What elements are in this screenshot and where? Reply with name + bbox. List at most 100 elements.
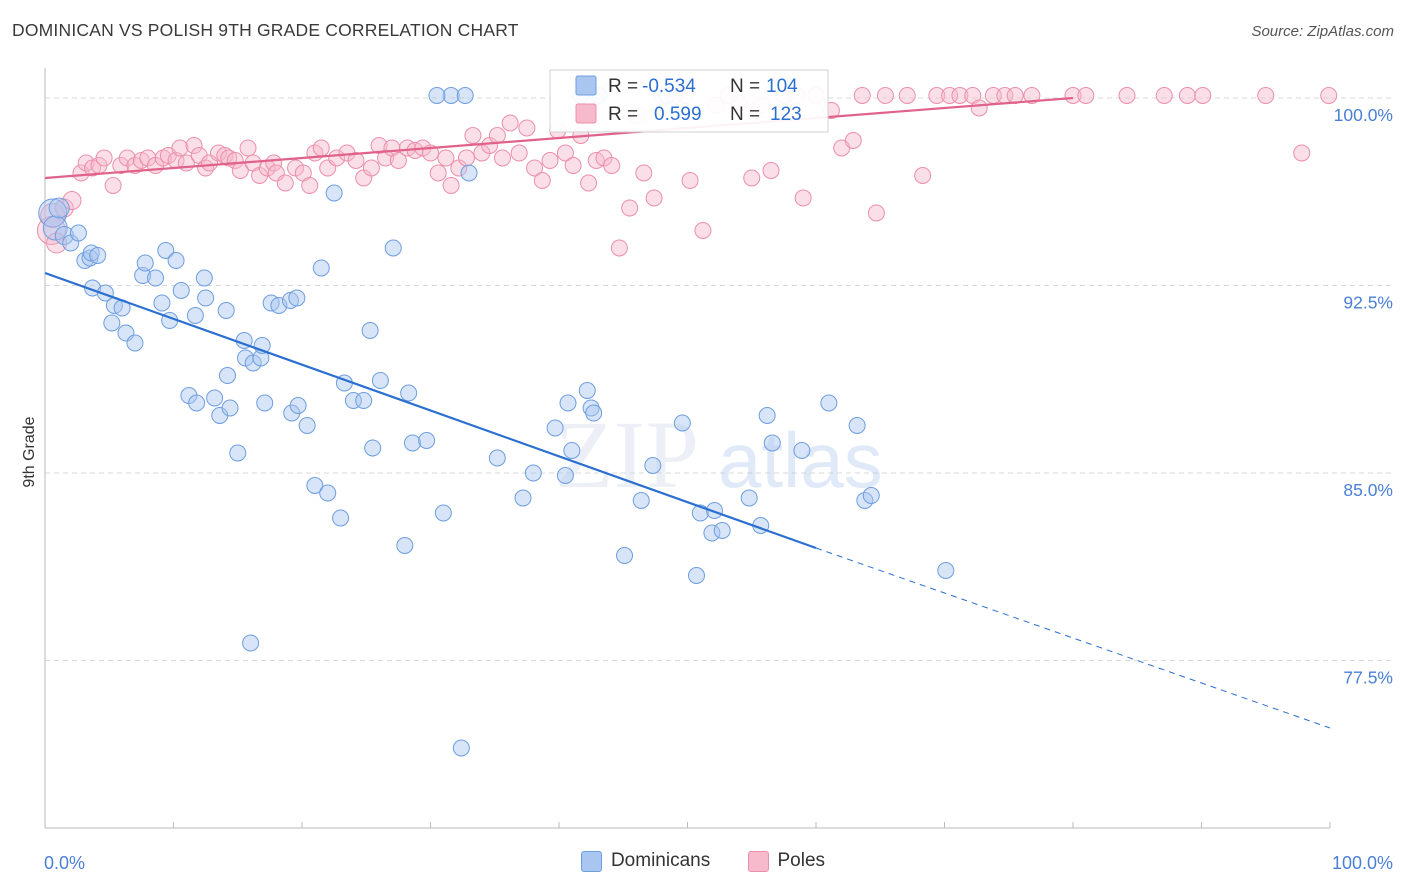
y-tick-label: 100.0% bbox=[1334, 105, 1393, 125]
bottom-legend: Dominicans Poles bbox=[0, 850, 1406, 878]
dominicans-point bbox=[763, 434, 781, 452]
poles-point bbox=[501, 114, 519, 132]
poles-point bbox=[171, 139, 189, 157]
poles-point bbox=[276, 174, 294, 192]
poles-point bbox=[437, 149, 455, 167]
poles-point bbox=[844, 132, 862, 149]
legend-n-label-blue: N = bbox=[730, 76, 760, 97]
dominicans-point bbox=[460, 164, 478, 182]
poles-point bbox=[876, 87, 894, 104]
poles-point bbox=[1194, 87, 1212, 104]
poles-point bbox=[970, 99, 988, 117]
dominicans-point bbox=[312, 259, 330, 277]
poles-point bbox=[794, 189, 812, 207]
poles-point bbox=[347, 152, 365, 169]
dominicans-point bbox=[488, 449, 506, 467]
dominicans-point bbox=[396, 537, 414, 554]
dominicans-point bbox=[361, 322, 379, 339]
y-axis-label: 9th Grade bbox=[21, 416, 38, 487]
poles-point bbox=[301, 177, 319, 194]
dominicans-point bbox=[306, 477, 324, 494]
poles-point bbox=[743, 169, 761, 187]
dominicans-point bbox=[820, 394, 838, 412]
poles-point bbox=[518, 119, 536, 137]
dominicans-point bbox=[103, 314, 121, 332]
dominicans-points bbox=[38, 87, 955, 757]
dominicans-point bbox=[848, 417, 866, 434]
dominicans-point bbox=[559, 394, 577, 412]
poles-point bbox=[1155, 87, 1173, 104]
legend-n-label-pink: N = bbox=[730, 104, 760, 125]
dominicans-point bbox=[428, 87, 446, 104]
dominicans-point bbox=[157, 242, 175, 259]
dominicans-point bbox=[418, 432, 436, 449]
poles-point bbox=[645, 189, 663, 207]
y-tick-label: 92.5% bbox=[1343, 293, 1393, 313]
dominicans-point bbox=[578, 382, 596, 399]
poles-point bbox=[312, 139, 330, 157]
poles-point bbox=[185, 137, 203, 154]
poles-point bbox=[635, 164, 653, 182]
grid-layer bbox=[45, 97, 1395, 661]
dominicans-point bbox=[288, 289, 306, 307]
watermark: ZIP atlas bbox=[555, 401, 883, 508]
poles-point bbox=[377, 149, 395, 167]
dominicans-point bbox=[242, 634, 260, 652]
y-tick-label: 77.5% bbox=[1343, 668, 1393, 688]
legend-r-value-pink: 0.599 bbox=[654, 104, 702, 125]
dominicans-point bbox=[705, 502, 723, 519]
dominicans-point bbox=[687, 567, 705, 584]
dominicans-point bbox=[452, 739, 470, 757]
dominicans-point bbox=[167, 252, 185, 269]
poles-point bbox=[1064, 87, 1082, 104]
chart-title: DOMINICAN VS POLISH 9TH GRADE CORRELATIO… bbox=[12, 20, 519, 40]
poles-point bbox=[853, 87, 871, 104]
dominicans-point bbox=[740, 489, 758, 507]
dominicans-point bbox=[218, 367, 236, 384]
chart-source: Source: ZipAtlas.com bbox=[1251, 23, 1394, 40]
dominicans-point bbox=[147, 269, 165, 287]
poles-point bbox=[1320, 87, 1338, 104]
dominicans-point bbox=[217, 302, 235, 319]
dominicans-point bbox=[126, 334, 144, 352]
poles-trend-line bbox=[44, 96, 1074, 180]
dominicans-point bbox=[434, 504, 452, 522]
poles-point bbox=[457, 149, 475, 167]
dominicans-point bbox=[172, 282, 190, 299]
poles-point bbox=[541, 152, 559, 169]
dominicans-point bbox=[136, 254, 154, 272]
legend-r-label-blue: R = bbox=[608, 76, 638, 97]
legend-swatch-poles bbox=[747, 850, 769, 872]
poles-point bbox=[681, 172, 699, 189]
dominicans-point bbox=[585, 404, 603, 422]
legend-label-poles: Poles bbox=[777, 850, 826, 871]
legend-box: R = -0.534 N = 104 R = 0.599 N = 123 bbox=[549, 69, 829, 133]
poles-point bbox=[1077, 87, 1095, 104]
poles-point bbox=[389, 152, 407, 169]
poles-point bbox=[580, 174, 598, 192]
dominicans-point bbox=[195, 269, 213, 287]
dominicans-point bbox=[48, 197, 70, 219]
poles-point bbox=[898, 87, 916, 104]
poles-point bbox=[951, 87, 969, 104]
poles-point bbox=[1257, 87, 1275, 104]
poles-point bbox=[1023, 87, 1041, 104]
x-tick-label-start: 0.0% bbox=[44, 853, 85, 873]
legend-n-value-pink: 123 bbox=[770, 104, 802, 125]
dominicans-point bbox=[384, 239, 402, 257]
dominicans-point bbox=[937, 562, 955, 579]
dominicans-point bbox=[206, 389, 224, 407]
dominicans-point bbox=[319, 484, 337, 502]
poles-point bbox=[464, 127, 482, 144]
tick-labels: 77.5% 85.0% 92.5% 100.0% 0.0% 100.0% bbox=[44, 105, 1393, 873]
dominicans-point bbox=[556, 467, 574, 484]
legend-swatch-blue bbox=[575, 75, 597, 96]
dominicans-point bbox=[400, 384, 418, 402]
poles-point bbox=[510, 144, 528, 162]
dominicans-point bbox=[524, 464, 542, 482]
poles-point bbox=[1178, 87, 1196, 104]
poles-point bbox=[564, 157, 582, 174]
poles-point bbox=[1118, 87, 1136, 104]
dominicans-point bbox=[69, 224, 87, 242]
